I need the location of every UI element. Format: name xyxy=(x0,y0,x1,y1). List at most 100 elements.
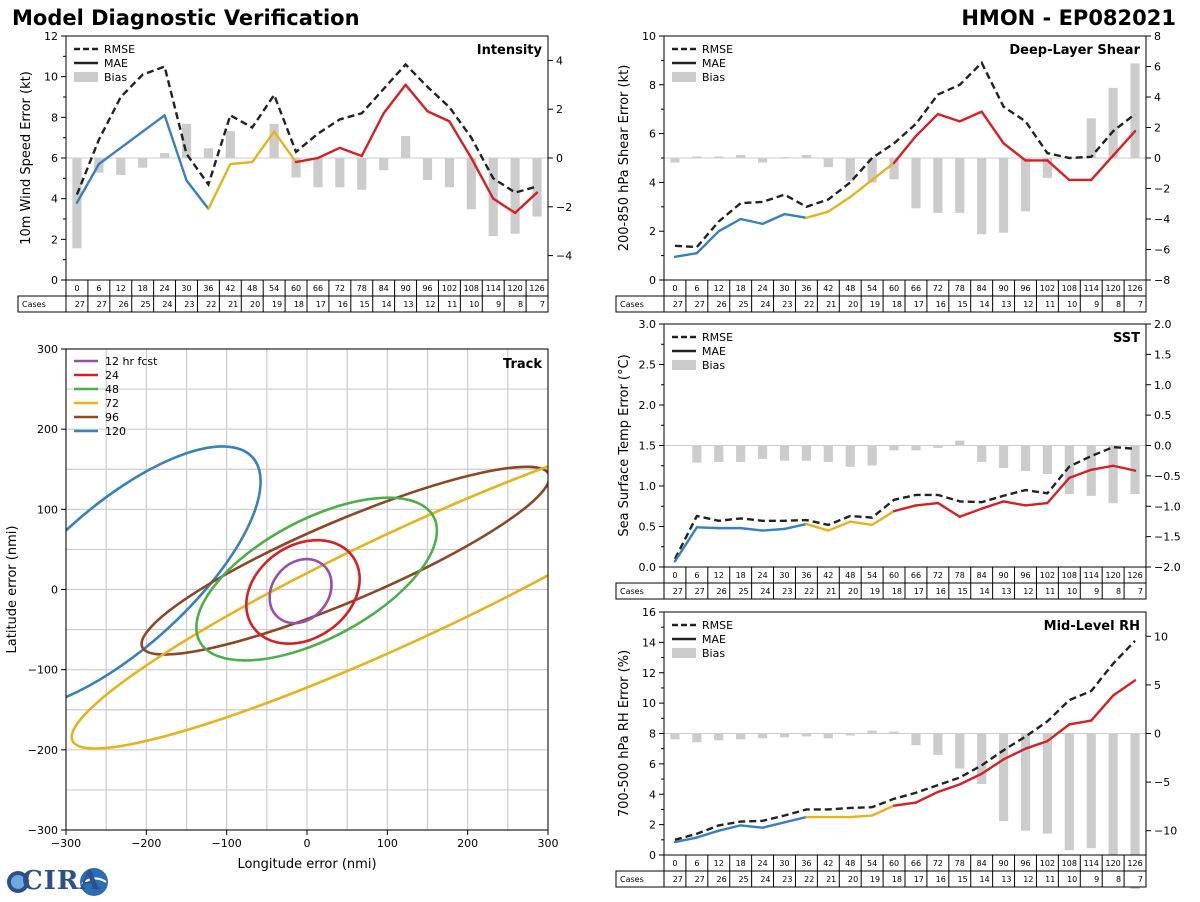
lead-time-label: 18 xyxy=(138,284,148,293)
legend-label: RMSE xyxy=(104,43,135,56)
y2-tick-label: −4 xyxy=(556,250,572,263)
cases-count: 8 xyxy=(1116,587,1121,596)
bias-bar xyxy=(977,445,987,462)
cases-count: 24 xyxy=(760,300,770,309)
cases-count: 27 xyxy=(97,300,107,309)
bias-bar xyxy=(532,158,542,217)
y2-tick-label: 0 xyxy=(556,152,563,165)
mae-segment xyxy=(761,527,786,532)
mae-segment xyxy=(1090,464,1115,471)
lead-time-label: 102 xyxy=(1040,571,1055,580)
y2-tick-label: −10 xyxy=(1154,825,1177,838)
lead-time-label: 84 xyxy=(379,284,389,293)
lead-time-label: 0 xyxy=(672,571,677,580)
bias-bar xyxy=(1130,733,1140,890)
lead-time-label: 78 xyxy=(955,571,965,580)
bias-bar xyxy=(159,153,170,158)
y-tick-label: 2 xyxy=(51,233,58,246)
mae-segment xyxy=(426,110,451,123)
bias-bar xyxy=(1108,733,1118,864)
y-tick-label: −100 xyxy=(28,664,58,677)
lead-time-label: 66 xyxy=(911,571,921,580)
bias-bar xyxy=(779,157,790,158)
lead-time-label: 24 xyxy=(159,284,169,293)
lead-time-label: 0 xyxy=(672,284,677,293)
lead-time-label: 90 xyxy=(998,571,1008,580)
lead-time-label: 84 xyxy=(977,859,987,868)
bias-bar xyxy=(466,158,476,210)
mae-segment xyxy=(360,112,385,158)
bias-bar xyxy=(1086,118,1096,158)
bias-bar xyxy=(291,158,301,178)
cases-count: 8 xyxy=(518,300,523,309)
mae-segment xyxy=(673,836,699,844)
bias-bar xyxy=(1020,733,1031,831)
mae-segment xyxy=(980,500,1005,510)
bias-bar xyxy=(247,158,257,159)
bias-bar xyxy=(757,733,768,739)
lead-time-label: 24 xyxy=(757,859,767,868)
bias-bar xyxy=(1042,158,1053,178)
legend-bias-swatch xyxy=(672,360,696,370)
cases-count: 22 xyxy=(804,300,814,309)
y2-tick-label: 1.0 xyxy=(1154,379,1172,392)
y-tick-label: 2 xyxy=(649,225,656,238)
bias-bar xyxy=(1064,445,1074,495)
bias-bar xyxy=(736,154,746,158)
bias-bar xyxy=(998,158,1009,233)
lead-time-label: 96 xyxy=(1020,284,1030,293)
cira-globe-icon xyxy=(7,868,108,896)
y2-tick-label: 4 xyxy=(1154,91,1161,104)
cases-count: 27 xyxy=(695,587,705,596)
x-tick-label: 200 xyxy=(457,837,478,850)
cases-count: 18 xyxy=(892,875,902,884)
lead-time-label: 78 xyxy=(357,284,367,293)
cases-count: 14 xyxy=(979,300,989,309)
mae-segment xyxy=(827,195,852,213)
cases-count: 18 xyxy=(294,300,304,309)
lead-time-label: 96 xyxy=(1020,859,1030,868)
lead-time-label: 24 xyxy=(757,284,767,293)
cases-count: 11 xyxy=(1045,300,1055,309)
legend-label: 120 xyxy=(105,425,126,438)
cases-count: 13 xyxy=(1001,300,1011,309)
lead-time-label: 72 xyxy=(933,859,943,868)
mae-segment xyxy=(1024,739,1049,750)
y-tick-label: 0 xyxy=(51,584,58,597)
lead-time-label: 108 xyxy=(1062,284,1077,293)
mae-segment xyxy=(1046,723,1071,743)
lead-time-label: 60 xyxy=(889,859,899,868)
mae-segment xyxy=(1002,747,1027,761)
lead-time-label: 108 xyxy=(1062,571,1077,580)
legend-label: MAE xyxy=(702,345,726,358)
mae-segment xyxy=(695,526,720,530)
bias-bar xyxy=(757,445,768,459)
lead-time-label: 0 xyxy=(672,859,677,868)
lead-time-label: 120 xyxy=(1105,859,1120,868)
lead-time-label: 90 xyxy=(400,284,410,293)
cases-count: 14 xyxy=(381,300,391,309)
track-ellipse-12-hr-fcst xyxy=(268,557,333,625)
cases-count: 21 xyxy=(228,300,238,309)
mae-segment xyxy=(892,504,918,513)
bias-bar xyxy=(313,158,323,188)
y-tick-label: 0.5 xyxy=(639,521,657,534)
y2-tick-label: −2 xyxy=(1154,183,1170,196)
mae-segment xyxy=(783,522,808,531)
cases-count: 27 xyxy=(673,587,683,596)
cases-count: 26 xyxy=(717,587,727,596)
y-tick-label: 2.5 xyxy=(639,359,657,372)
lead-time-label: 96 xyxy=(422,284,432,293)
mae-segment xyxy=(914,790,940,804)
bias-bar xyxy=(998,733,1009,821)
cases-count: 26 xyxy=(717,300,727,309)
cases-count: 23 xyxy=(184,300,194,309)
y-tick-label: 10 xyxy=(642,697,656,710)
y2-tick-label: 0.5 xyxy=(1154,409,1172,422)
mae-segment xyxy=(119,130,144,150)
y2-tick-label: 8 xyxy=(1154,30,1161,43)
panel-title: Intensity xyxy=(477,43,543,58)
bias-bar xyxy=(379,158,389,171)
